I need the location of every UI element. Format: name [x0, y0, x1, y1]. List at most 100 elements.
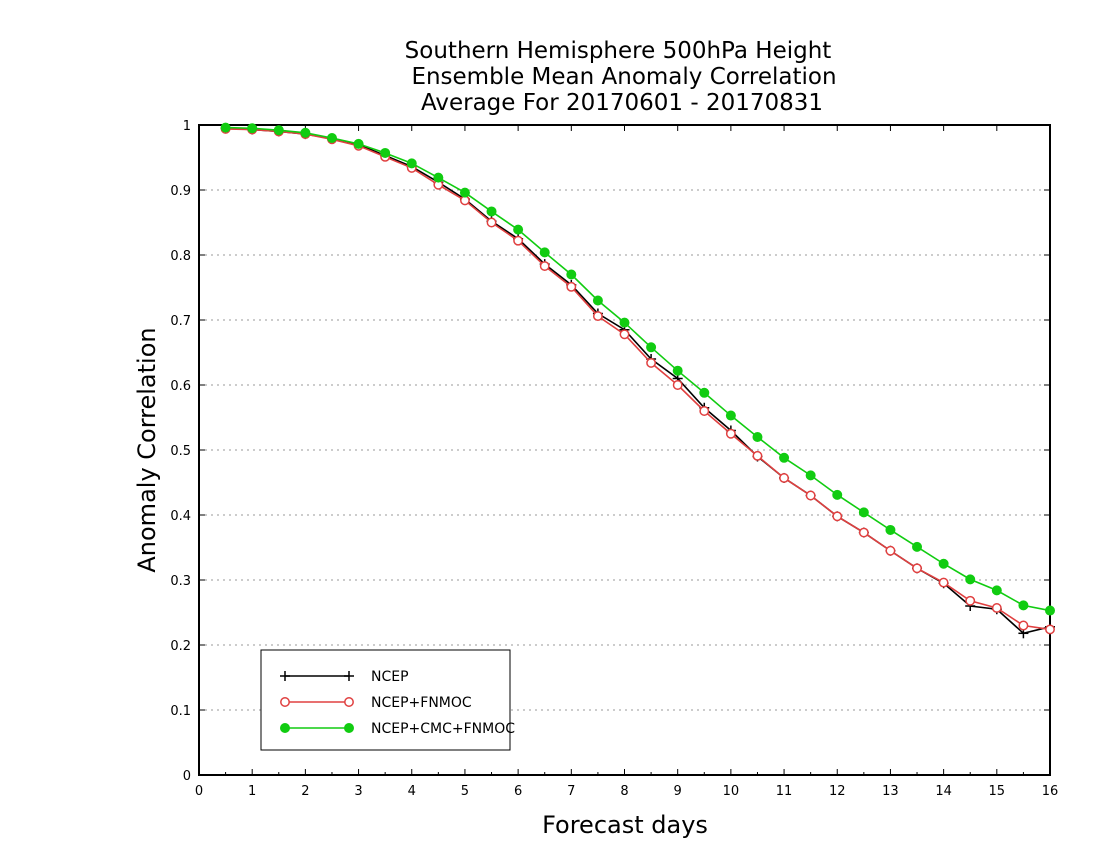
x-tick-label: 12: [829, 784, 846, 799]
data-point: [539, 247, 550, 258]
series-2: [220, 122, 1055, 616]
data-point: [672, 365, 683, 376]
y-tick-label: 0: [183, 769, 191, 784]
data-point: [991, 603, 1002, 613]
data-point: [433, 172, 444, 183]
legend-box: [260, 649, 511, 751]
data-point: [619, 317, 630, 328]
title-line-2: Ensemble Mean Anomaly Correlation: [411, 64, 836, 90]
y-tick-label: 0.6: [170, 379, 191, 394]
legend-marker: [344, 671, 354, 681]
data-point: [539, 261, 550, 271]
x-tick-label: 4: [408, 784, 416, 799]
data-point: [779, 473, 790, 483]
data-point: [1045, 605, 1055, 616]
y-tick-label: 0.1: [170, 704, 191, 719]
x-tick-label: 6: [514, 784, 522, 799]
data-point: [646, 357, 657, 368]
axes: [198, 124, 1051, 776]
x-tick-label: 2: [301, 784, 309, 799]
legend-marker: [344, 697, 354, 707]
x-tick-label: 1: [248, 784, 256, 799]
data-point: [779, 452, 790, 463]
data-point: [1018, 620, 1029, 631]
data-point: [566, 269, 577, 280]
x-tick-labels: 0 1 2 3 4 5 6 7 8 9 10 11 12 13 14 15 16: [195, 784, 1058, 799]
legend-item: NCEP+CMC+FNMOC: [280, 721, 515, 737]
legend-item: NCEP: [280, 669, 409, 685]
legend-item: NCEP+FNMOC: [280, 695, 472, 711]
data-point: [486, 217, 497, 228]
data-point: [965, 574, 976, 585]
y-tick-label: 0.4: [170, 509, 191, 524]
data-point: [513, 224, 524, 235]
series-line: [225, 126, 1051, 612]
data-point: [752, 432, 763, 442]
data-point: [646, 342, 657, 353]
data-point: [619, 329, 630, 340]
x-tick-label: 5: [461, 784, 469, 799]
data-point: [752, 450, 763, 461]
data-point: [220, 122, 231, 133]
series-1: [220, 123, 1055, 635]
title-line-3: Average For 20170601 - 20170831: [421, 90, 823, 116]
data-point: [832, 489, 843, 500]
data-point: [406, 158, 417, 169]
data-point: [300, 127, 311, 138]
data-point: [592, 295, 603, 306]
x-tick-label: 10: [723, 784, 740, 799]
y-tick-label: 1: [183, 119, 191, 134]
x-tick-label: 8: [620, 784, 628, 799]
x-tick-label: 15: [989, 784, 1006, 799]
x-tick-label: 11: [776, 784, 793, 799]
x-tick-label: 0: [195, 784, 203, 799]
legend-label: NCEP: [371, 669, 409, 685]
y-tick-label: 0.8: [170, 249, 191, 264]
data-point: [885, 545, 896, 556]
data-point: [459, 187, 470, 198]
data-point: [885, 524, 896, 535]
data-point: [513, 235, 524, 246]
legend-label: NCEP+CMC+FNMOC: [371, 721, 515, 737]
legend-marker: [344, 723, 354, 733]
data-point: [699, 406, 710, 416]
data-point: [353, 138, 364, 149]
data-point: [858, 507, 869, 518]
data-point: [273, 125, 284, 136]
legend: NCEP NCEP+FNMOC NCEP+CMC+FNMOC: [260, 649, 515, 751]
data-point: [912, 563, 922, 574]
legend-marker: [280, 671, 290, 681]
y-tick-label: 0.3: [170, 574, 191, 589]
series-line: [225, 128, 1051, 631]
legend-label: NCEP+FNMOC: [371, 695, 472, 711]
data-point: [938, 577, 949, 588]
y-tick-label: 0.9: [170, 184, 191, 199]
data-point: [247, 123, 258, 134]
data-point: [805, 470, 816, 481]
y-axis-title: Anomaly Correlation: [133, 327, 161, 572]
y-tick-label: 0.7: [170, 314, 191, 329]
data-point: [832, 511, 843, 522]
data-point: [1045, 624, 1055, 635]
x-tick-label: 3: [354, 784, 362, 799]
data-point: [326, 133, 337, 143]
grid-lines: [199, 189, 1050, 711]
x-axis-title: Forecast days: [542, 811, 708, 839]
title-line-1: Southern Hemisphere 500hPa Height: [405, 38, 832, 64]
data-point: [725, 428, 736, 439]
y-tick-labels: 0 0.1 0.2 0.3 0.4 0.5 0.6 0.7 0.8 0.9 1: [170, 119, 191, 784]
legend-marker: [280, 723, 290, 733]
y-tick-label: 0.5: [170, 444, 191, 459]
chart-title: Southern Hemisphere 500hPa Height Ensemb…: [405, 38, 837, 116]
data-point: [486, 206, 497, 217]
x-tick-label: 16: [1042, 784, 1059, 799]
x-tick-label: 13: [882, 784, 899, 799]
data-point: [380, 147, 391, 158]
x-tick-label: 9: [674, 784, 682, 799]
data-point: [1018, 600, 1029, 611]
data-point: [672, 380, 683, 390]
data-point: [912, 541, 923, 552]
x-tick-label: 14: [935, 784, 952, 799]
series-layer: [220, 122, 1055, 639]
